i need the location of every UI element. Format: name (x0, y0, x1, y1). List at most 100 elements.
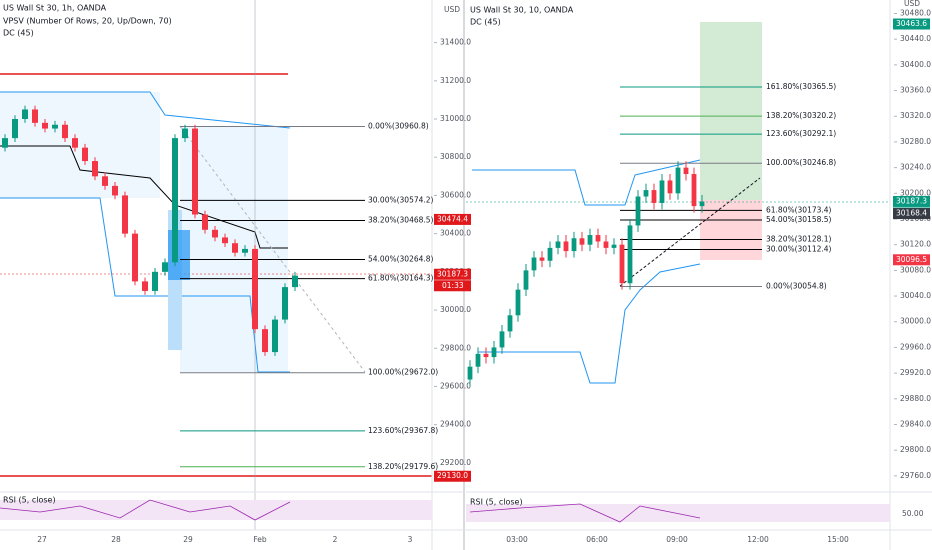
countdown-badge (434, 280, 471, 292)
y-tick-label: 30400.0 (900, 60, 931, 69)
fib-label: 123.60%(30292.1) (766, 129, 836, 138)
candle-body (667, 180, 673, 194)
candle-body (555, 241, 561, 248)
y-tick-label: 29960.0 (900, 342, 931, 351)
y-tick-label: 29800.0 (440, 343, 471, 352)
candle-body (515, 289, 521, 316)
candle-body (32, 109, 38, 123)
candle-body (563, 241, 569, 252)
fib-label: 138.20%(29179.6) (368, 462, 438, 471)
candle-body (539, 257, 545, 261)
candle-body (571, 238, 577, 252)
candle-body (523, 270, 529, 290)
candle-body (72, 138, 78, 148)
y-tick-label: 30800.0 (440, 152, 471, 161)
candle-body (499, 331, 505, 348)
chart-title: US Wall St 30, 1h, OANDA (3, 4, 107, 13)
y-tick-label: 29840.0 (900, 419, 931, 428)
candle-body (491, 347, 497, 358)
axis-unit: USD (444, 5, 460, 14)
price-badge (893, 195, 930, 207)
y-tick-label: 30320.0 (900, 111, 931, 120)
candle-body (142, 281, 148, 291)
rsi-line (469, 503, 701, 523)
fib-label: 54.00%(30158.5) (766, 215, 832, 224)
candle-body (467, 366, 473, 380)
fib-label: 61.80%(30164.3) (368, 274, 434, 283)
candle-body (102, 176, 108, 186)
chart-title: US Wall St 30, 10, OANDA (470, 6, 574, 15)
profit-zone (700, 22, 762, 200)
dc-upper (0, 91, 291, 129)
candle-body (182, 128, 188, 139)
y-tick-label: 30240.0 (900, 163, 931, 172)
price-badge-label: 29130.0 (437, 471, 468, 480)
candle-body (475, 353, 481, 367)
dc-basis (0, 145, 288, 249)
candle-body (282, 287, 288, 320)
price-badge (893, 254, 930, 266)
candle-body (82, 147, 88, 162)
y-tick-label: 29600.0 (440, 381, 471, 390)
candle-body (132, 233, 138, 282)
y-tick-label: 30400.0 (440, 229, 471, 238)
candle-body (262, 329, 268, 353)
candle-body (162, 262, 168, 272)
countdown-label: 01:33 (442, 281, 464, 290)
fib-label: 30.00%(30574.2) (368, 195, 434, 204)
candle-body (675, 167, 681, 194)
candle-body (12, 119, 18, 139)
y-tick-label: 29760.0 (900, 471, 931, 480)
y-tick-label: 29400.0 (440, 420, 471, 429)
candle-body (242, 248, 248, 253)
candle-body (2, 138, 8, 148)
dc-lower (478, 263, 701, 384)
y-tick-label: 29200.0 (440, 458, 471, 467)
x-tick-label: 28 (111, 535, 121, 544)
candle-body (627, 225, 633, 284)
candle-body (252, 248, 258, 330)
candle-body (122, 195, 128, 234)
fib-label: 38.20%(30468.5) (368, 216, 434, 225)
rsi-label: RSI (5, close) (3, 496, 56, 505)
fib-label: 138.20%(30320.2) (766, 111, 836, 120)
fib-label: 123.60%(29367.8) (368, 426, 438, 435)
candle-body (611, 244, 617, 248)
y-tick-label: 30040.0 (900, 291, 931, 300)
price-badge (434, 213, 471, 225)
price-badge (434, 470, 471, 482)
rsi-tick-label: 50.00 (902, 509, 924, 518)
y-tick-label: 30000.0 (440, 305, 471, 314)
candle-body (232, 243, 238, 253)
candle-body (152, 271, 158, 291)
fib-label: 0.00%(30960.8) (368, 122, 429, 131)
price-badge-label: 30463.6 (896, 19, 927, 28)
x-tick-label: 2 (333, 535, 338, 544)
rsi-band (0, 500, 432, 520)
x-tick-label: 27 (37, 535, 47, 544)
y-tick-label: 31200.0 (440, 76, 471, 85)
rsi-label: RSI (5, close) (470, 498, 523, 507)
candle-body (483, 353, 489, 358)
candle-body (635, 196, 641, 226)
fib-label: 100.00%(30246.8) (766, 158, 836, 167)
y-tick-label: 30200.0 (900, 188, 931, 197)
price-badge-label: 30474.4 (437, 214, 468, 223)
candle-body (595, 235, 601, 242)
candle-body (691, 174, 697, 207)
y-tick-label: 30000.0 (900, 317, 931, 326)
candle-body (272, 319, 278, 353)
price-badge (434, 268, 471, 280)
fib-label: 100.00%(29672.0) (368, 368, 438, 377)
trend-line (619, 177, 761, 287)
candle-body (42, 122, 48, 129)
fib-label: 30.00%(30112.4) (766, 245, 832, 254)
candle-body (112, 185, 118, 196)
y-tick-label: 31400.0 (440, 38, 471, 47)
x-tick-label: 29 (183, 535, 193, 544)
candle-body (62, 124, 68, 139)
y-tick-label: 31000.0 (440, 114, 471, 123)
candle-body (587, 235, 593, 245)
indicator-label: VPSV (Number Of Rows, 20, Up/Down, 70) (3, 17, 172, 26)
